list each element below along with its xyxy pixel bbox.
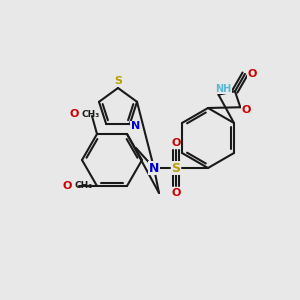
- Text: S: S: [114, 76, 122, 86]
- Text: CH₃: CH₃: [82, 110, 100, 118]
- Text: N: N: [149, 161, 159, 175]
- Text: O: O: [242, 105, 251, 115]
- Text: O: O: [171, 138, 181, 148]
- Text: O: O: [62, 181, 72, 191]
- Text: N: N: [131, 121, 140, 131]
- Text: NH: NH: [215, 84, 232, 94]
- Text: O: O: [171, 188, 181, 198]
- Text: O: O: [247, 69, 257, 79]
- Text: CH₃: CH₃: [75, 182, 93, 190]
- Text: O: O: [69, 109, 79, 119]
- Text: S: S: [172, 161, 181, 175]
